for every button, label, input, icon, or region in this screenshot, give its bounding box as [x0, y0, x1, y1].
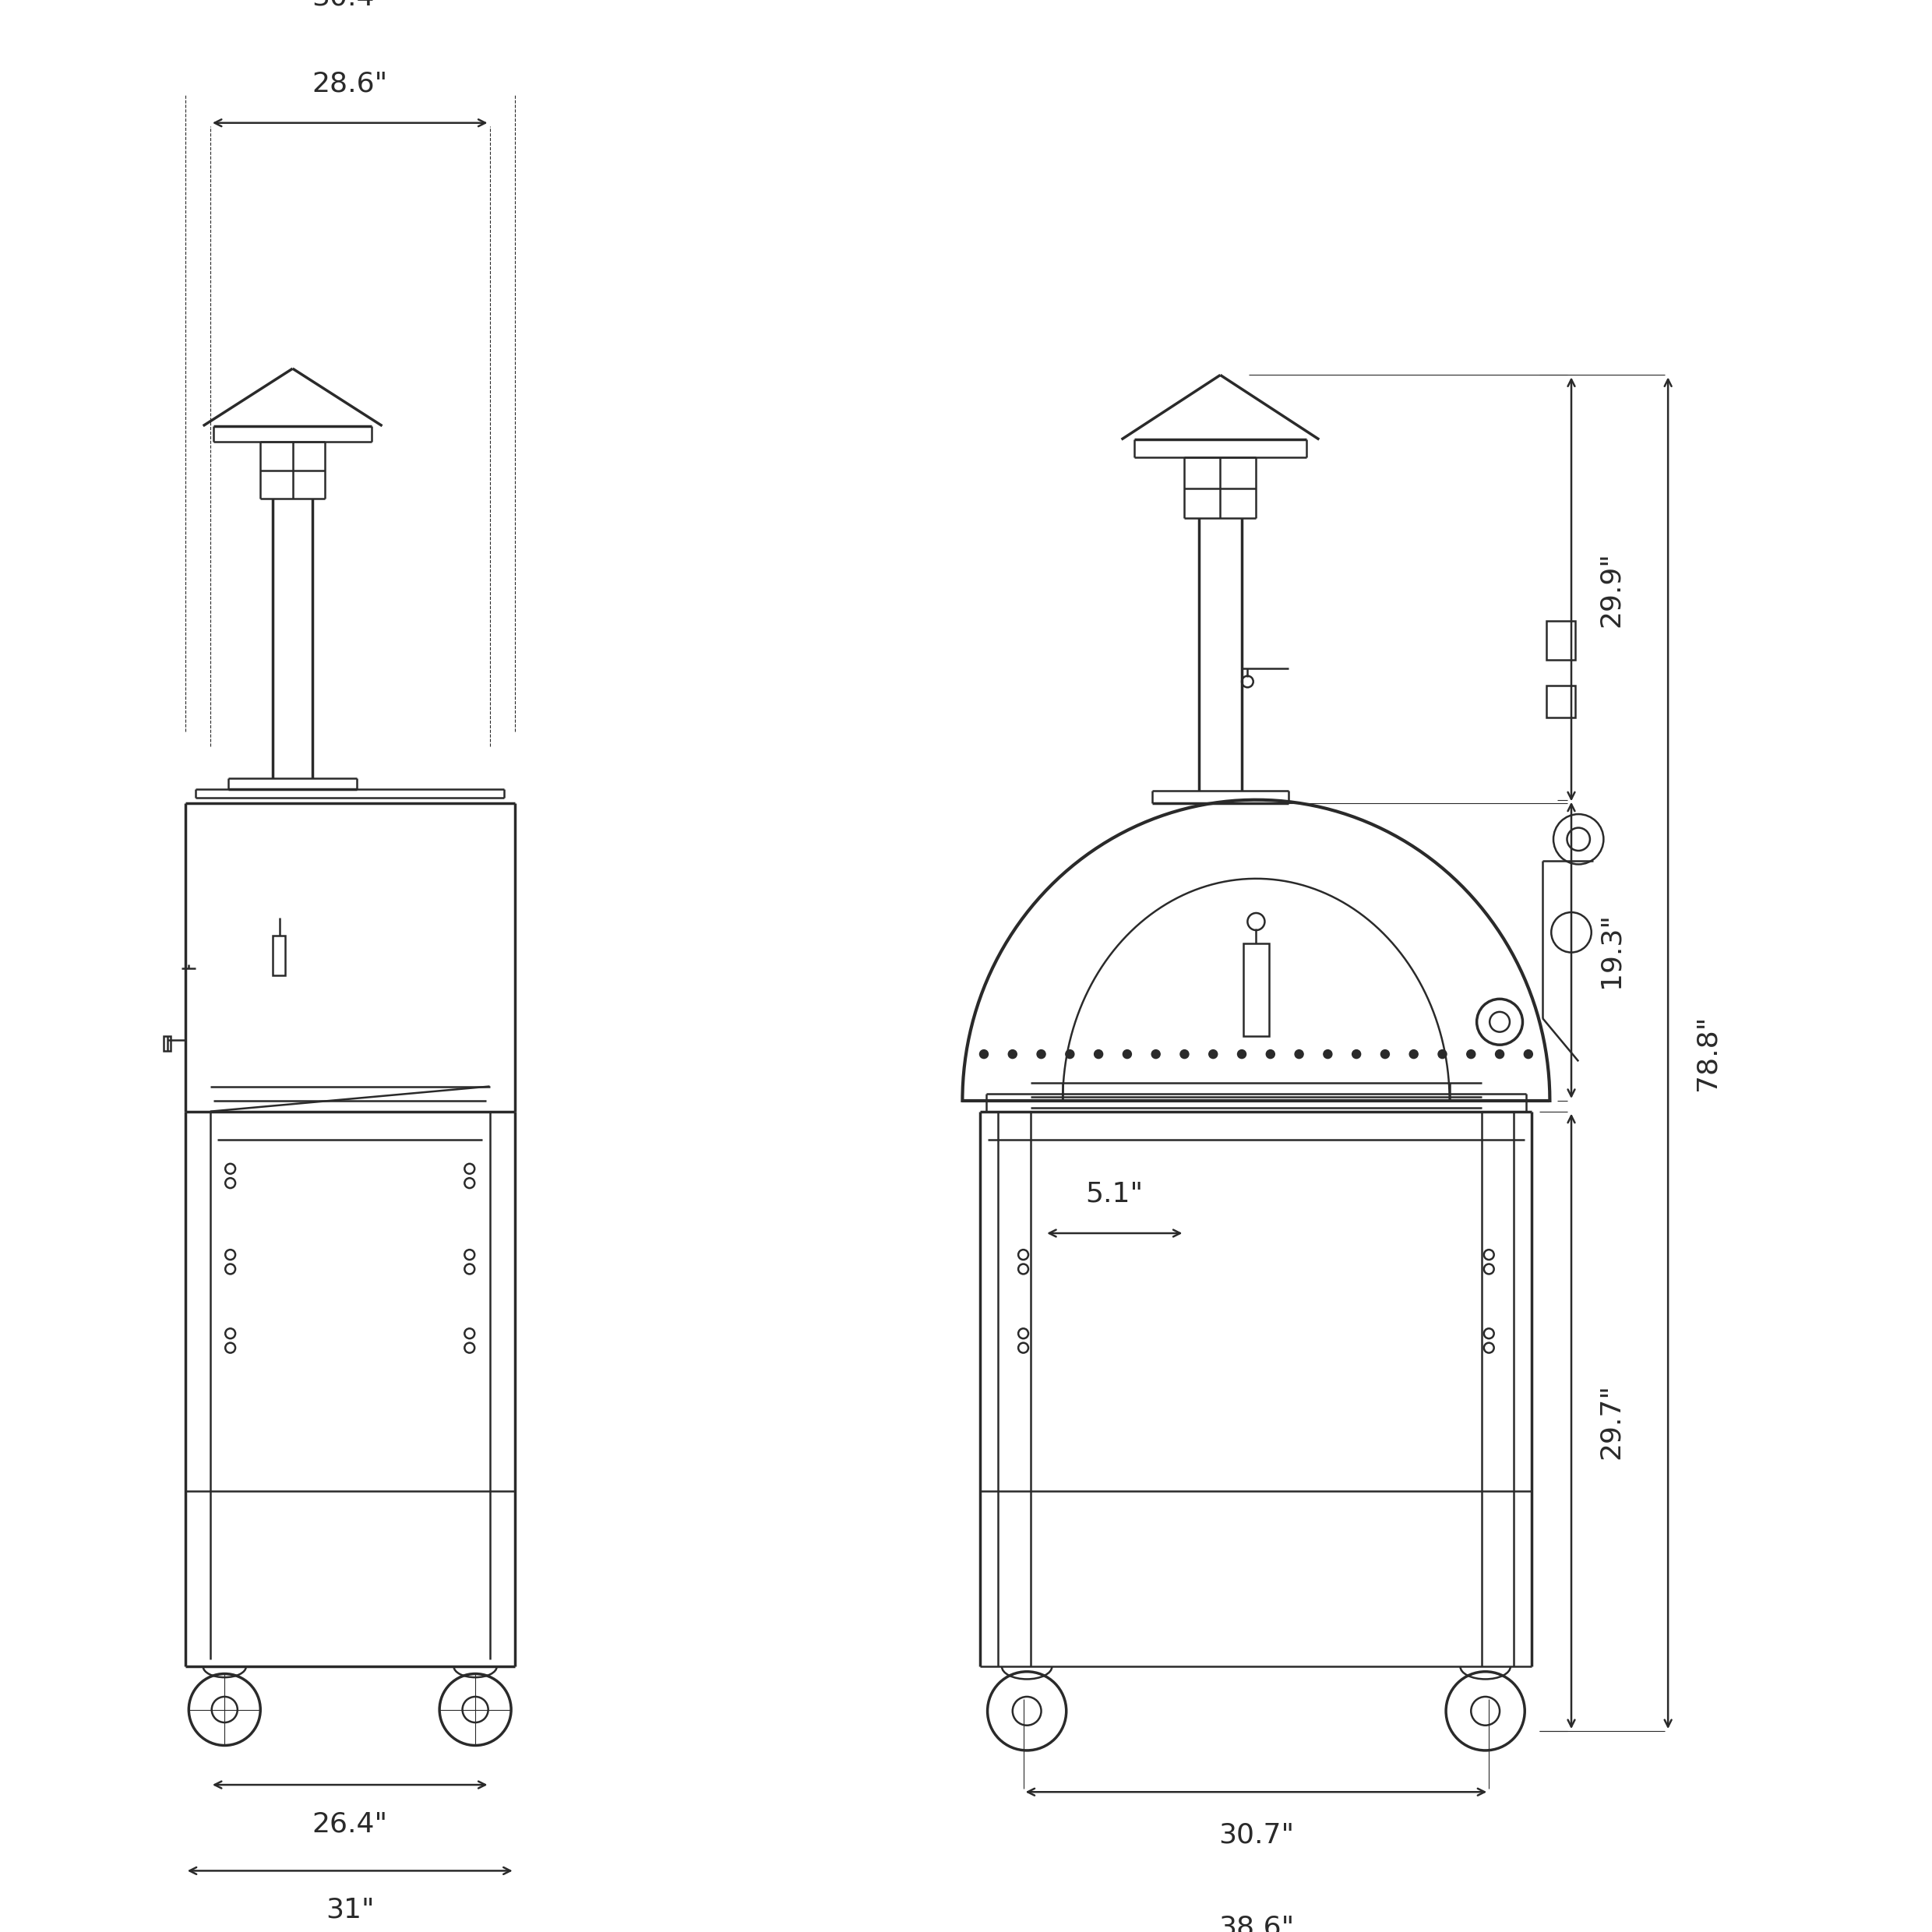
Text: 30.4": 30.4"	[313, 0, 388, 12]
Circle shape	[1037, 1049, 1045, 1059]
Text: 5.1": 5.1"	[1086, 1180, 1144, 1208]
Text: 19.3": 19.3"	[1598, 912, 1625, 987]
Circle shape	[1495, 1049, 1503, 1059]
Circle shape	[1524, 1049, 1532, 1059]
Circle shape	[1265, 1049, 1275, 1059]
Circle shape	[1410, 1049, 1418, 1059]
Text: 29.9": 29.9"	[1598, 551, 1625, 628]
Circle shape	[1209, 1049, 1217, 1059]
Circle shape	[1294, 1049, 1304, 1059]
Circle shape	[1094, 1049, 1103, 1059]
Bar	[1546, 620, 1575, 661]
Bar	[1242, 943, 1269, 1036]
Circle shape	[1437, 1049, 1447, 1059]
Circle shape	[1323, 1049, 1331, 1059]
Bar	[1546, 686, 1575, 717]
Circle shape	[980, 1049, 987, 1059]
Circle shape	[1180, 1049, 1188, 1059]
Circle shape	[1151, 1049, 1159, 1059]
Circle shape	[1352, 1049, 1360, 1059]
Text: 78.8": 78.8"	[1694, 1014, 1721, 1092]
Text: 38.6": 38.6"	[1219, 1915, 1294, 1932]
Circle shape	[1238, 1049, 1246, 1059]
Bar	[272, 935, 286, 976]
Circle shape	[1122, 1049, 1132, 1059]
Circle shape	[1466, 1049, 1476, 1059]
Text: 28.6": 28.6"	[313, 70, 388, 97]
Text: 29.7": 29.7"	[1598, 1383, 1625, 1459]
Text: 31": 31"	[327, 1897, 375, 1924]
Bar	[164, 1036, 170, 1051]
Circle shape	[1066, 1049, 1074, 1059]
Text: 26.4": 26.4"	[313, 1810, 388, 1837]
Circle shape	[1381, 1049, 1389, 1059]
Text: 30.7": 30.7"	[1219, 1822, 1294, 1849]
Circle shape	[1009, 1049, 1016, 1059]
